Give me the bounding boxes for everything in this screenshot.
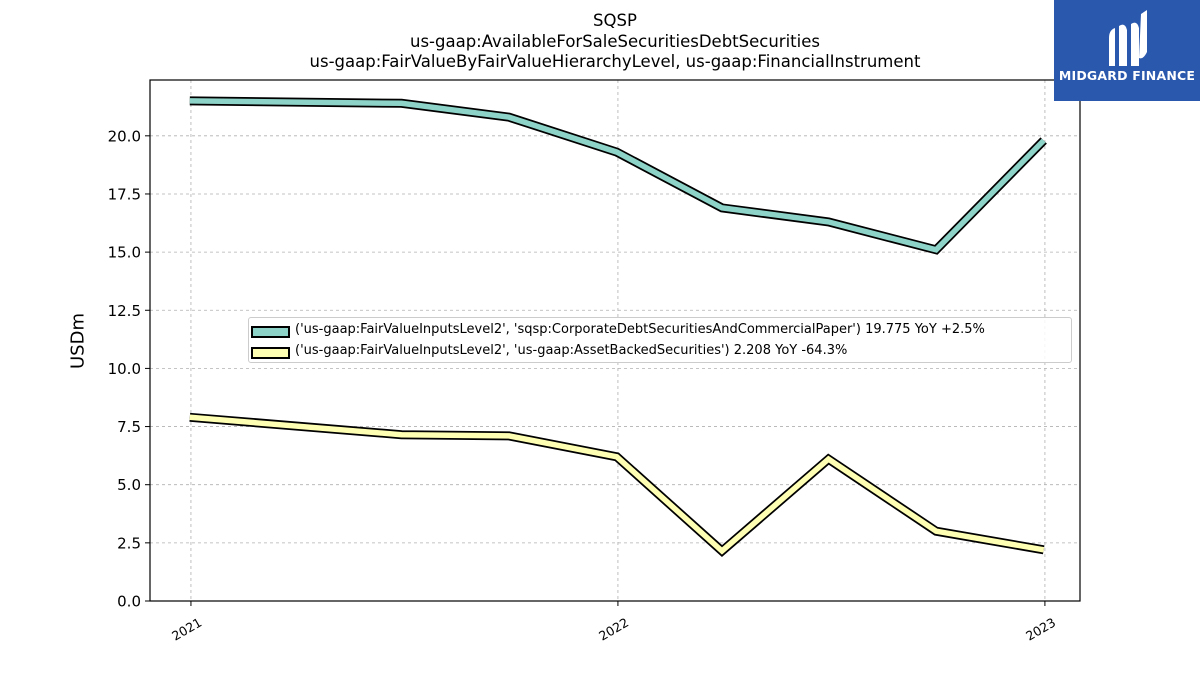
y-tick-label: 2.5 <box>117 534 141 552</box>
x-tick-label: 2023 <box>1023 615 1058 644</box>
midgard-logo-icon <box>1109 10 1147 67</box>
midgard-finance-logo: MIDGARD FINANCE <box>1054 0 1200 101</box>
series-line-outline <box>189 412 1045 557</box>
chart-title-line-1: SQSP <box>593 11 637 30</box>
series-1 <box>189 412 1045 557</box>
chart-title-line-2: us-gaap:AvailableForSaleSecuritiesDebtSe… <box>410 32 820 51</box>
grid-lines <box>150 80 1080 602</box>
plot-area-frame <box>149 79 1081 602</box>
logo-text: MIDGARD FINANCE <box>1058 68 1196 83</box>
y-tick-label: 20.0 <box>108 127 141 145</box>
y-axis-label: USDm <box>67 313 89 369</box>
series-line <box>189 414 1045 555</box>
chart-title-line-3: us-gaap:FairValueByFairValueHierarchyLev… <box>309 52 921 71</box>
legend-swatch-level2-asset-backed <box>251 347 290 359</box>
series-line-outline <box>189 96 1047 255</box>
y-tick-label: 12.5 <box>108 302 141 320</box>
legend-label-level2-asset-backed: ('us-gaap:FairValueInputsLevel2', 'us-ga… <box>295 343 848 358</box>
x-tick-label: 2022 <box>596 615 631 644</box>
y-tick-label: 7.5 <box>117 418 141 436</box>
legend-label-level2-corporate-debt: ('us-gaap:FairValueInputsLevel2', 'sqsp:… <box>295 322 985 337</box>
x-tick-label: 2021 <box>169 615 204 644</box>
series-lines <box>189 96 1047 557</box>
y-tick-label: 10.0 <box>108 360 141 378</box>
series-0 <box>189 96 1047 255</box>
y-axis-ticks: 0.0 2.5 5.0 7.5 10.0 12.5 15.0 17.5 20.0 <box>108 127 150 611</box>
series-line <box>189 98 1046 253</box>
legend-swatch-level2-corporate-debt <box>251 326 290 338</box>
y-tick-label: 5.0 <box>117 476 141 494</box>
y-tick-label: 17.5 <box>108 185 141 203</box>
y-tick-label: 0.0 <box>117 593 141 611</box>
legend: ('us-gaap:FairValueInputsLevel2', 'sqsp:… <box>248 317 1072 363</box>
x-axis-ticks: 2021 2022 2023 <box>169 601 1058 644</box>
y-tick-label: 15.0 <box>108 244 141 262</box>
